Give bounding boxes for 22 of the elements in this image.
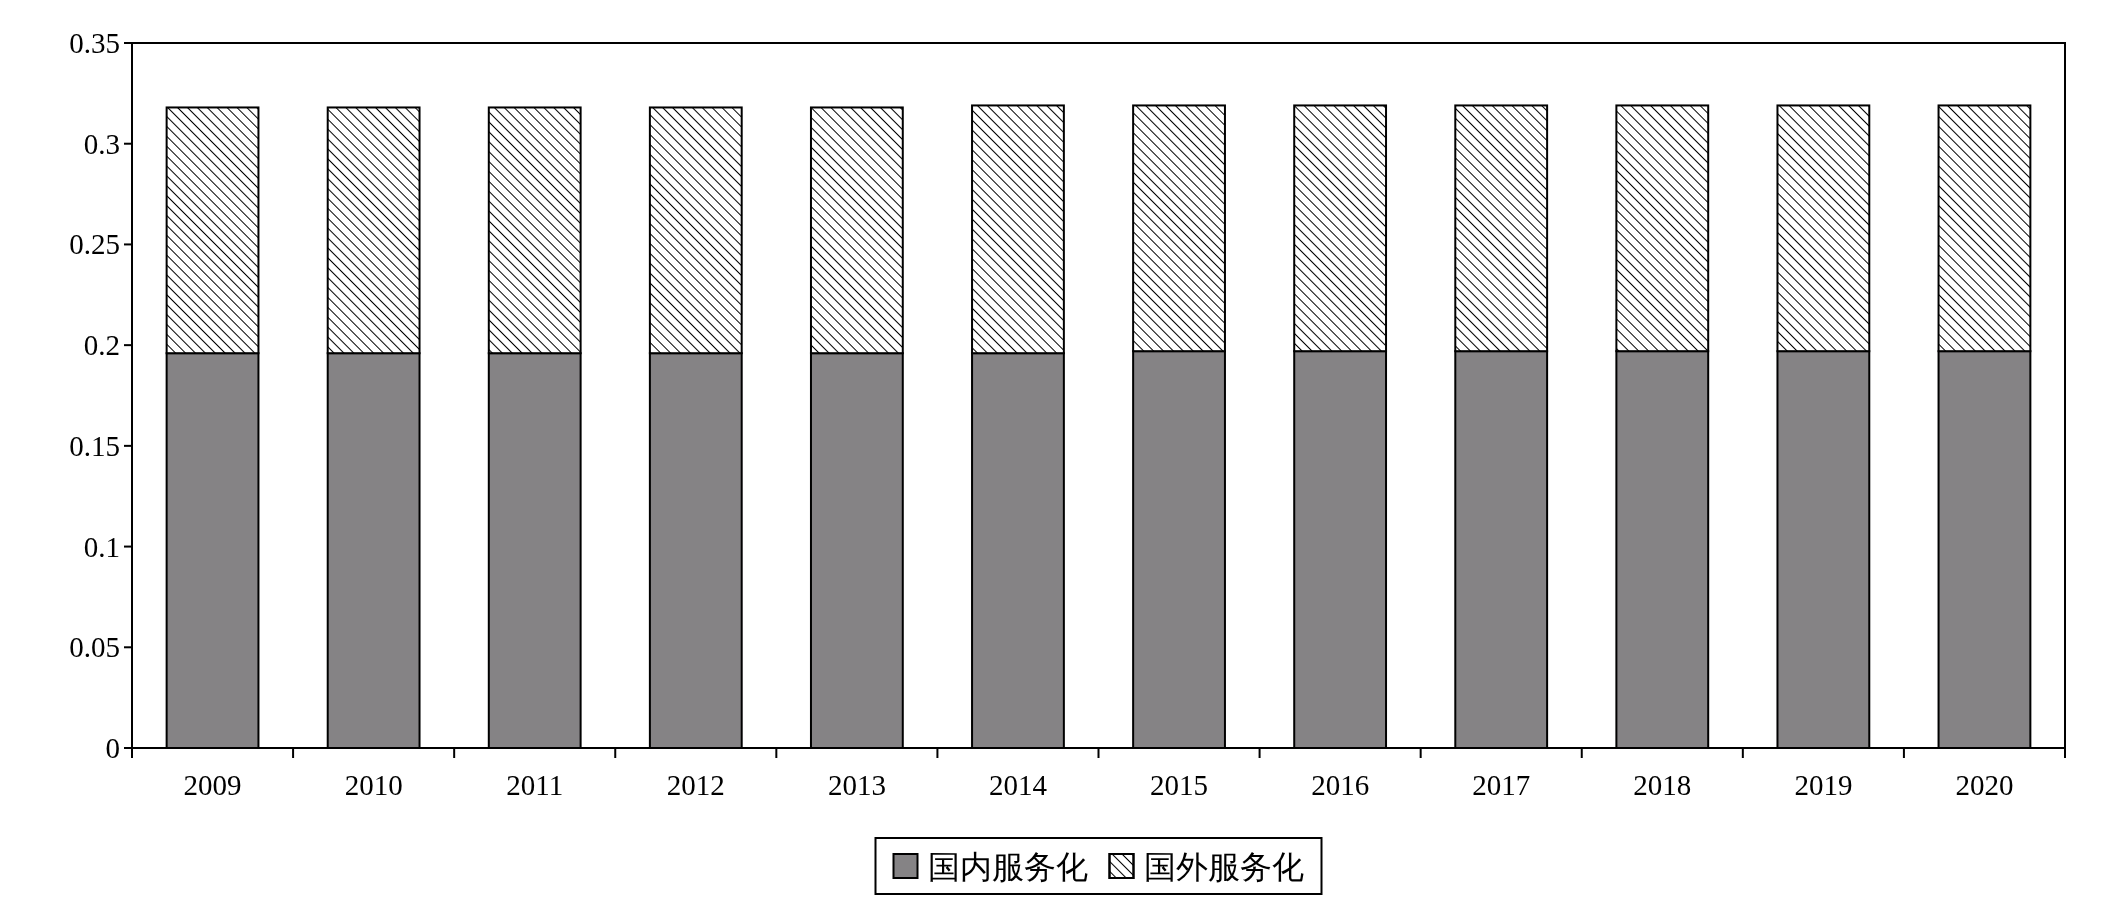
x-tick-label: 2013 — [827, 769, 886, 801]
x-tick-label: 2016 — [1311, 769, 1370, 801]
y-tick-label: 0.25 — [69, 228, 120, 261]
y-tick-label: 0.15 — [69, 429, 120, 462]
y-tick-label: 0 — [105, 732, 120, 764]
y-tick-label: 0.35 — [69, 27, 120, 59]
x-tick-label: 2015 — [1150, 769, 1209, 801]
x-tick-label: 2009 — [183, 769, 242, 801]
y-tick-label: 0.05 — [69, 631, 120, 664]
x-tick-label: 2018 — [1633, 769, 1692, 801]
x-tick-label: 2020 — [1955, 769, 2014, 801]
x-tick-label: 2019 — [1794, 769, 1853, 801]
y-tick-label: 0.3 — [83, 127, 120, 160]
x-tick-label: 2010 — [344, 769, 403, 801]
legend-label: 国内服务化 — [927, 848, 1088, 886]
x-tick-label: 2012 — [666, 769, 725, 801]
y-tick-label: 0.2 — [83, 329, 120, 362]
legend-label: 国外服务化 — [1143, 848, 1304, 886]
x-tick-label: 2011 — [506, 769, 564, 801]
x-tick-label: 2017 — [1472, 769, 1531, 801]
y-tick-label: 0.1 — [83, 530, 120, 563]
x-tick-label: 2014 — [988, 769, 1048, 801]
